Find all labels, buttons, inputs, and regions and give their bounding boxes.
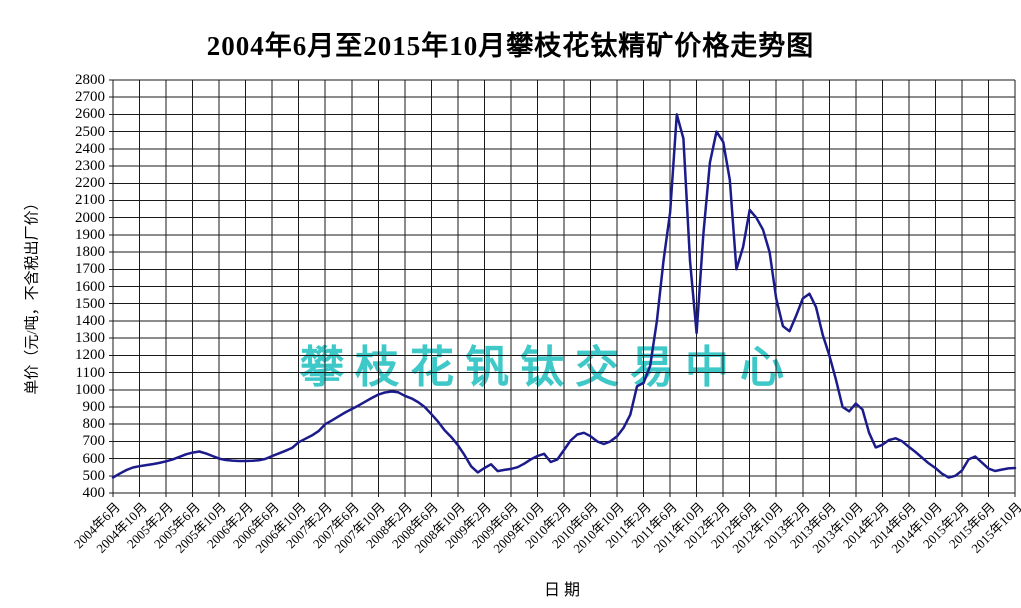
chart-title: 2004年6月至2015年10月攀枝花钛精矿价格走势图 [206, 31, 815, 61]
y-tick-label: 2300 [75, 158, 105, 175]
watermark: 攀枝花钒钛交易中心 [300, 343, 795, 392]
y-tick-label: 1800 [75, 244, 105, 261]
x-axis-title: 日期 [543, 582, 584, 599]
y-tick-label: 2600 [75, 106, 105, 123]
y-tick-label: 1700 [75, 261, 105, 278]
axis-ticks [109, 79, 1016, 497]
y-tick-label: 1100 [75, 364, 105, 381]
y-tick-label: 2000 [75, 209, 105, 226]
y-tick-label: 1300 [75, 330, 105, 347]
y-tick-label: 700 [82, 433, 106, 450]
y-tick-label: 800 [82, 416, 106, 433]
y-tick-label: 2800 [75, 72, 105, 88]
y-tick-label: 2400 [75, 140, 105, 157]
y-tick-label: 2700 [75, 89, 105, 106]
y-tick-label: 1000 [75, 381, 105, 398]
y-tick-label: 1900 [75, 226, 105, 243]
y-tick-label: 900 [82, 398, 106, 415]
y-tick-label: 400 [82, 485, 106, 501]
gridlines [112, 79, 1016, 494]
y-tick-label: 1500 [75, 295, 105, 312]
y-tick-label: 1200 [75, 347, 105, 364]
y-tick-label: 600 [82, 450, 106, 467]
price-line [111, 113, 1017, 479]
y-tick-label: 500 [82, 467, 106, 484]
y-tick-label: 2500 [75, 123, 105, 140]
y-tick-label: 2200 [75, 175, 105, 192]
y-tick-label: 2100 [75, 192, 105, 209]
y-tick-label: 1600 [75, 278, 105, 295]
y-tick-label: 1400 [75, 312, 105, 329]
